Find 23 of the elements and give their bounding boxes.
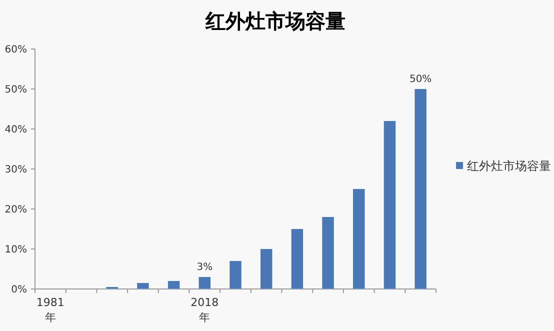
data-label: 50%: [409, 74, 432, 85]
y-tick-label: 40%: [4, 124, 27, 136]
bar: [353, 189, 365, 289]
y-tick-label: 10%: [4, 244, 27, 256]
y-tick-label: 0%: [11, 284, 27, 296]
bar: [384, 121, 396, 289]
y-tick-label: 60%: [4, 44, 27, 56]
y-tick-label: 30%: [4, 164, 27, 176]
x-tick-label: 2018 年: [190, 296, 219, 324]
bar: [291, 229, 304, 289]
y-tick-label: 20%: [4, 204, 27, 216]
bar: [198, 277, 211, 289]
bar: [137, 283, 149, 289]
bar: [414, 89, 426, 289]
bar: [260, 249, 272, 289]
bar: [322, 217, 334, 289]
bar: [230, 261, 242, 289]
y-tick-label: 50%: [4, 84, 27, 96]
data-label: 3%: [196, 262, 213, 273]
chart-title: 红外灶市场容量: [204, 10, 346, 33]
x-tick-label: 1981 年: [36, 296, 64, 324]
legend-label: 红外灶市场容量: [467, 159, 551, 174]
bar: [168, 281, 180, 289]
